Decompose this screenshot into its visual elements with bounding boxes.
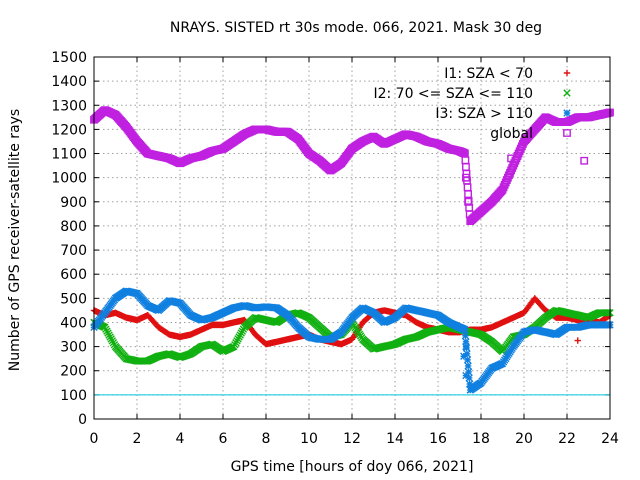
outlier-point <box>462 371 470 380</box>
y-tick-label: 500 <box>60 291 87 307</box>
outlier-point <box>580 156 589 165</box>
y-tick-label: 1500 <box>51 50 87 66</box>
x-tick-label: 20 <box>515 431 533 447</box>
y-tick-label: 1000 <box>51 171 87 187</box>
y-tick-label: 100 <box>60 388 87 404</box>
series-2-points <box>90 287 614 394</box>
x-tick-label: 8 <box>262 431 271 447</box>
y-axis-ticks: 0 100 200 300 400 500 600 700 800 900 1000 1100 1200… <box>51 50 610 428</box>
data-point <box>462 163 470 171</box>
data-point <box>500 181 509 189</box>
y-tick-label: 200 <box>60 364 87 380</box>
legend-marker <box>563 89 571 97</box>
data-point <box>498 185 507 194</box>
outlier-point <box>460 352 468 360</box>
x-axis-ticks: 0 2 4 6 8 10 12 14 16 18 20 22 24 <box>90 57 619 447</box>
legend-marker <box>563 109 571 117</box>
data-point <box>499 183 508 192</box>
x-tick-label: 24 <box>601 431 619 447</box>
outlier-point <box>464 197 472 206</box>
legend-label: global <box>490 126 533 142</box>
y-tick-label: 1200 <box>51 122 87 138</box>
legend-marker <box>563 69 571 77</box>
data-point <box>461 156 470 165</box>
data-point <box>496 188 505 197</box>
x-tick-label: 0 <box>90 431 99 447</box>
data-point <box>603 309 611 317</box>
legend-label: I3: SZA > 110 <box>435 106 533 122</box>
x-tick-label: 4 <box>176 431 185 447</box>
x-tick-label: 6 <box>219 431 228 447</box>
data-point <box>505 171 513 180</box>
y-tick-label: 700 <box>60 243 87 259</box>
y-tick-label: 1100 <box>51 147 87 163</box>
x-tick-label: 2 <box>133 431 142 447</box>
data-point <box>510 159 519 168</box>
data-point <box>463 183 472 192</box>
data-point <box>508 164 517 172</box>
legend: I1: SZA < 70 I2: 70 <= SZA <= 110 I3: SZA … <box>373 66 571 142</box>
data-point <box>501 178 510 187</box>
y-tick-label: 1400 <box>51 74 87 90</box>
legend-marker <box>563 129 571 137</box>
data-point <box>515 147 524 156</box>
data-point <box>606 108 614 117</box>
data-point <box>461 332 470 340</box>
data-point <box>512 154 521 163</box>
data-point <box>514 149 523 158</box>
outlier-point <box>507 154 515 163</box>
outlier-point <box>574 337 581 344</box>
data-point <box>503 173 512 182</box>
chart-title: NRAYS. SISTED rt 30s mode. 066, 2021. Ma… <box>170 20 542 36</box>
y-tick-label: 800 <box>60 219 87 235</box>
data-point <box>516 144 525 153</box>
data-point <box>463 356 472 364</box>
x-tick-label: 10 <box>300 431 318 447</box>
plot-frame <box>93 56 611 420</box>
data-point <box>605 309 613 317</box>
data-point <box>509 161 518 170</box>
y-tick-label: 300 <box>60 340 87 356</box>
x-tick-label: 22 <box>558 431 576 447</box>
outlier-point <box>462 173 470 182</box>
x-tick-label: 18 <box>472 431 490 447</box>
series-3-points <box>90 106 614 226</box>
y-tick-label: 1300 <box>51 98 87 114</box>
x-tick-label: 16 <box>429 431 447 447</box>
y-tick-label: 400 <box>60 315 87 331</box>
legend-label: I1: SZA < 70 <box>444 66 533 82</box>
legend-label: I2: 70 <= SZA <= 110 <box>373 86 533 102</box>
data-point <box>464 190 472 198</box>
data-point <box>502 176 511 184</box>
data-point <box>507 166 515 175</box>
y-tick-label: 600 <box>60 267 87 283</box>
grid-lines <box>94 57 610 419</box>
data-point <box>461 326 469 334</box>
x-tick-label: 14 <box>386 431 404 447</box>
y-tick-label: 900 <box>60 195 87 211</box>
data-points <box>90 106 614 394</box>
data-point <box>506 168 514 177</box>
outlier-point <box>462 342 470 351</box>
y-tick-label: 0 <box>78 412 87 428</box>
x-axis-label: GPS time [hours of doy 066, 2021] <box>231 459 474 475</box>
y-axis-label: Number of GPS receiver-satellite rays <box>7 109 23 371</box>
data-point <box>464 362 472 370</box>
data-point <box>466 380 474 388</box>
x-tick-label: 12 <box>343 431 361 447</box>
data-point <box>462 338 470 346</box>
